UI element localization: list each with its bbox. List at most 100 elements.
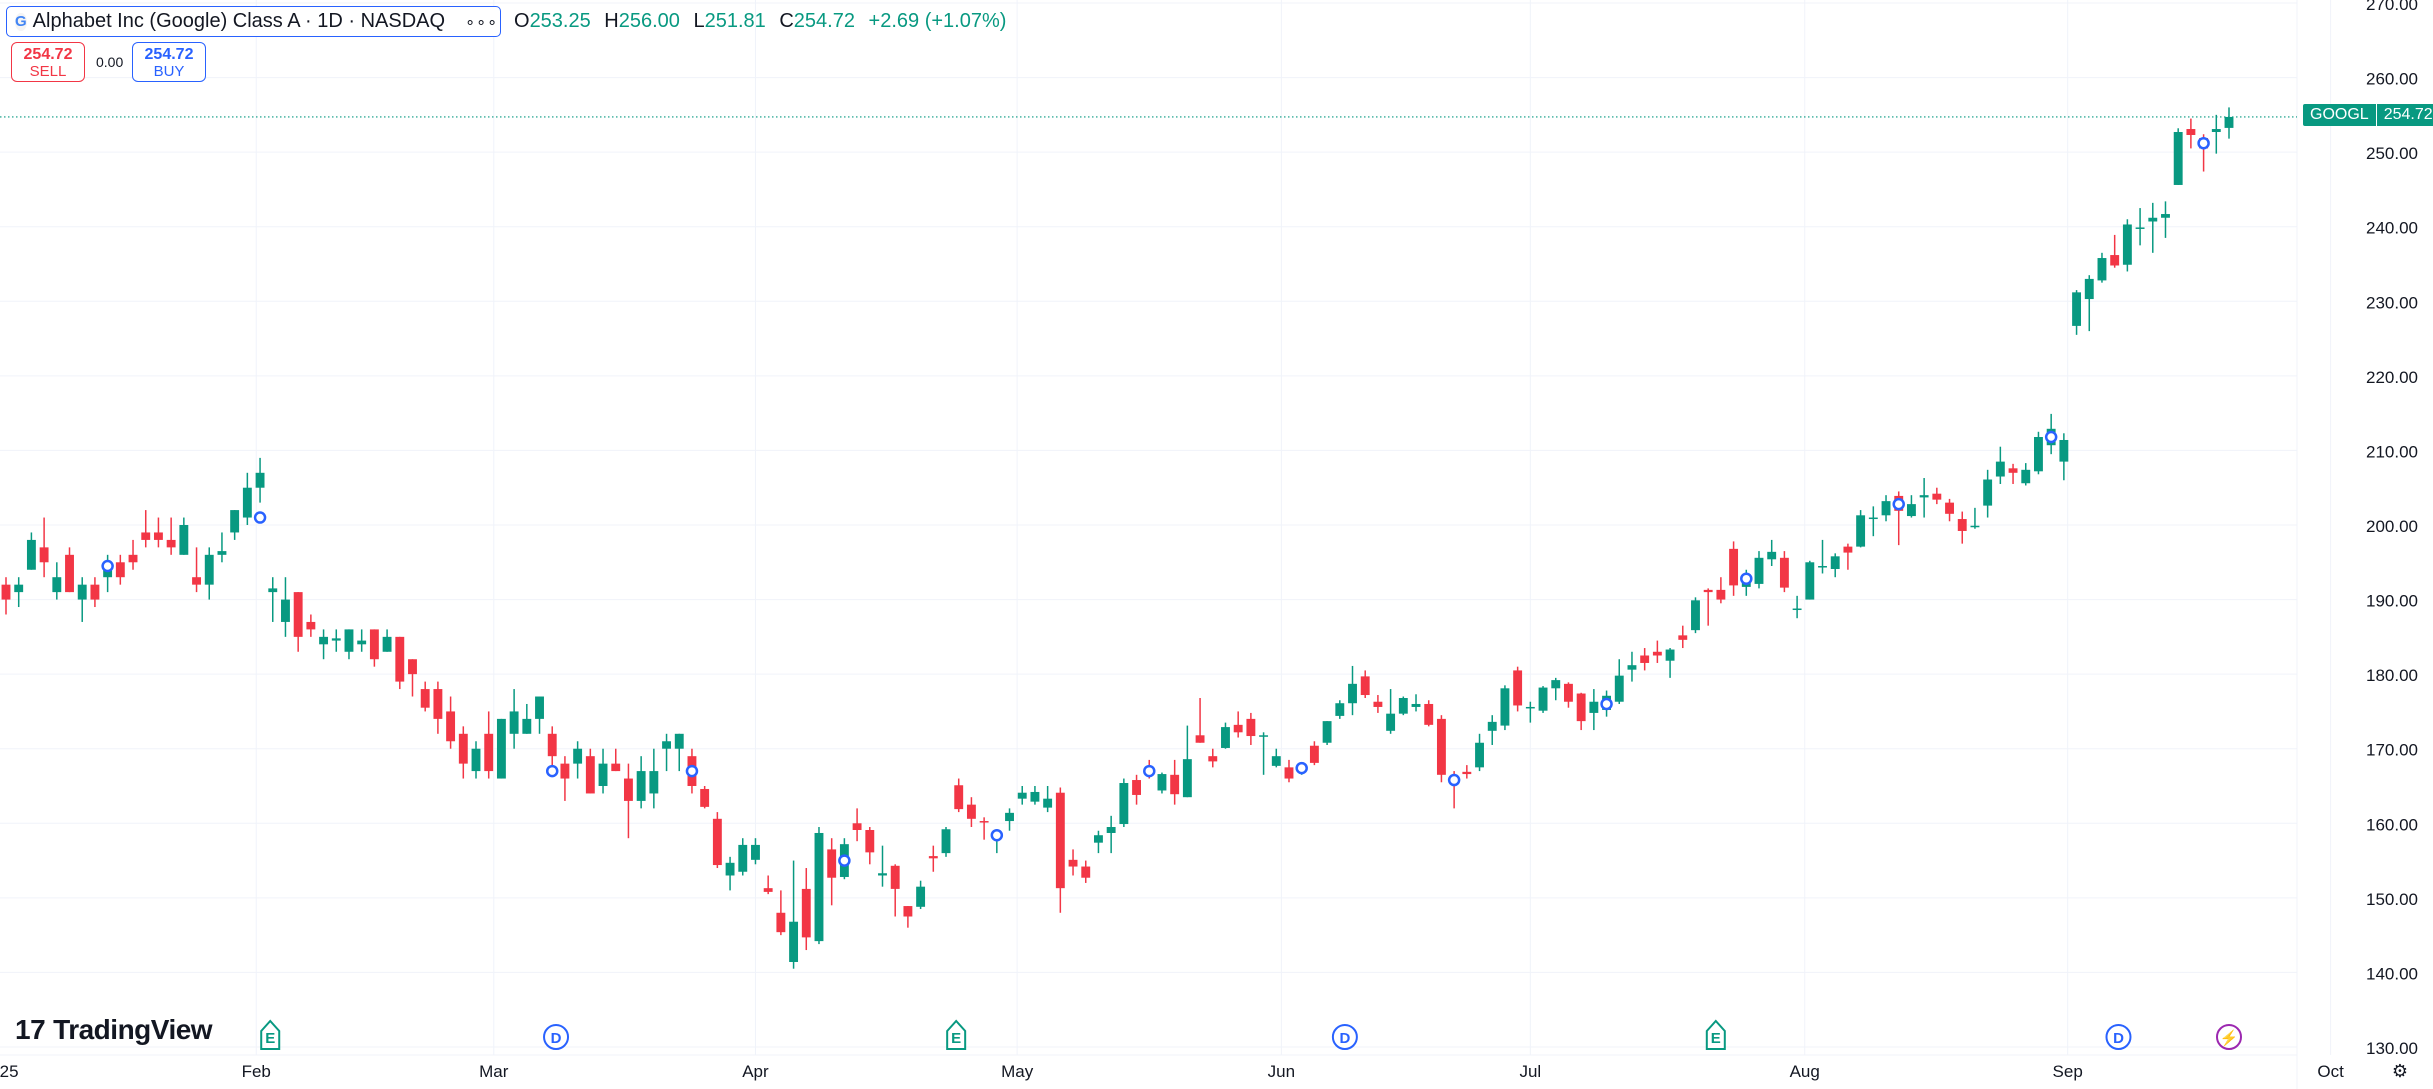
candle-body — [14, 584, 24, 593]
candle-body — [1195, 735, 1205, 743]
tradingview-logo[interactable]: 17 TradingView — [15, 1014, 213, 1046]
candle-body — [1322, 721, 1332, 743]
settings-gear-icon[interactable]: ⚙ — [2391, 1061, 2409, 1081]
candle-body — [598, 763, 608, 786]
candle — [979, 817, 989, 840]
candle — [1360, 670, 1370, 699]
candle-body — [458, 733, 468, 764]
candle — [2084, 275, 2094, 332]
candle — [1093, 830, 1103, 854]
candle-body — [268, 588, 278, 593]
candle — [2148, 202, 2158, 253]
candle-body — [751, 844, 760, 860]
candle-body — [1055, 792, 1065, 889]
candle — [1779, 551, 1789, 593]
candle — [1195, 698, 1205, 743]
candle-body — [903, 906, 913, 917]
candle — [1932, 487, 1942, 505]
low-label: L — [693, 10, 705, 32]
candle — [1843, 543, 1853, 570]
dividend-event-icon: D — [2105, 1024, 2132, 1050]
candle-body — [204, 554, 214, 585]
candle — [1233, 711, 1243, 738]
candle — [1767, 539, 1777, 567]
candle — [1322, 721, 1332, 745]
price-tick-label: 160.00 — [2366, 815, 2418, 834]
candle-body — [878, 873, 887, 876]
open-value: 253.25 — [529, 10, 591, 32]
buy-button[interactable]: 254.72 BUY — [132, 42, 206, 82]
candle-body — [382, 636, 392, 652]
candle-body — [738, 844, 748, 872]
candle-body — [369, 629, 379, 660]
candle-body — [281, 599, 290, 622]
price-tag-price: 254.72 — [2376, 104, 2433, 126]
candle-body — [1335, 703, 1345, 716]
price-axis[interactable]: 130.00 140.00 150.00 160.00 170.00 180.00 190.… — [2366, 0, 2418, 1058]
candle — [1538, 686, 1548, 713]
high-value: 256.00 — [618, 10, 680, 32]
more-options-icon[interactable]: ∘∘∘ — [465, 13, 499, 31]
candle-body — [1259, 735, 1269, 737]
dividend-badge-letter: D — [2113, 1030, 2124, 1047]
candle — [2135, 208, 2145, 246]
candle-body — [39, 547, 49, 563]
candle — [1436, 715, 1446, 783]
time-axis[interactable]: 2025 Feb Mar Apr May Jun Jul Aug Sep Oct — [0, 1062, 2344, 1081]
change-value: +2.69 (+1.07%) — [868, 10, 1007, 32]
candle — [1030, 786, 1040, 805]
candle — [293, 592, 303, 652]
candle — [230, 510, 240, 540]
candle — [814, 827, 824, 945]
candle — [1703, 588, 1713, 626]
candle-body — [560, 763, 570, 779]
dividend-badge-letter: D — [1339, 1030, 1350, 1047]
candle — [166, 517, 176, 555]
candle — [204, 547, 214, 600]
time-tick-label: Feb — [242, 1062, 271, 1081]
candle — [2122, 219, 2132, 272]
candle-body — [1627, 665, 1637, 670]
candle — [1487, 715, 1497, 745]
candle-body — [1589, 701, 1599, 713]
candle-body — [115, 562, 125, 578]
candle — [751, 838, 760, 865]
trade-marker-icon — [1143, 764, 1156, 778]
candle-body — [1856, 515, 1866, 547]
candle-body — [484, 733, 494, 772]
trade-marker-icon — [685, 764, 699, 778]
candle-body — [763, 888, 773, 892]
price-tick-label: 260.00 — [2366, 70, 2418, 89]
candle — [1182, 725, 1192, 798]
candle — [408, 659, 417, 697]
candle — [1, 577, 11, 615]
candle-body — [255, 472, 265, 488]
candle — [2097, 252, 2107, 283]
candle — [1729, 541, 1739, 596]
candle-body — [649, 771, 659, 794]
symbol-title[interactable]: Alphabet Inc (Google) Class A · 1D · NAS… — [32, 10, 446, 32]
candle-body — [1208, 756, 1218, 762]
candle-body — [928, 856, 938, 859]
trade-markers — [101, 136, 2210, 867]
candle — [357, 629, 367, 652]
symbol-legend[interactable]: G Alphabet Inc (Google) Class A · 1D · N… — [6, 6, 501, 37]
trade-marker-icon — [1600, 697, 1613, 711]
tradingview-mark-icon: 17 — [15, 1014, 46, 1045]
candle-body — [496, 718, 506, 779]
candle-body — [26, 539, 36, 570]
candle — [14, 577, 24, 608]
candle-body — [916, 886, 926, 907]
candle-body — [395, 636, 405, 682]
candle-body — [1665, 649, 1675, 661]
sell-button[interactable]: 254.72 SELL — [11, 42, 85, 82]
candle — [2034, 431, 2043, 475]
candle — [1665, 648, 1675, 678]
candle-body — [585, 756, 595, 794]
candle — [1805, 560, 1815, 600]
candle — [1284, 759, 1294, 783]
close-label: C — [779, 10, 794, 32]
candle — [878, 845, 887, 887]
candle — [1792, 595, 1802, 619]
